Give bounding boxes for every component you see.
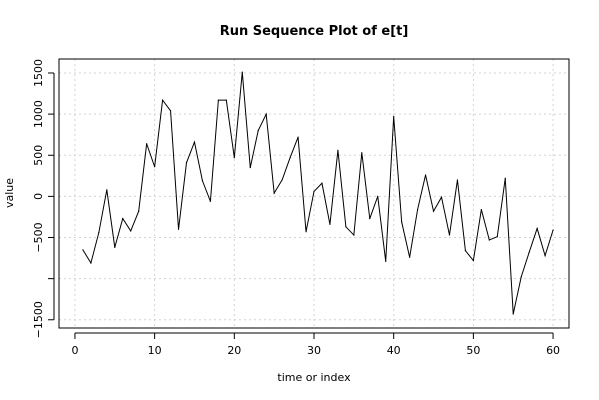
y-tick-label: −500 [32,222,45,252]
data-point [504,177,506,179]
x-tick-label: 30 [307,344,321,357]
data-point [233,157,235,159]
data-point [416,208,419,211]
data-point [154,166,156,168]
data-point [169,110,172,112]
data-point [401,221,403,223]
data-point [273,192,275,194]
data-point [512,313,514,315]
data-point [209,200,212,202]
data-point [106,189,108,191]
data-point [177,228,180,230]
data-point [217,99,219,101]
data-point [249,166,251,169]
y-tick-label: 500 [32,145,45,166]
data-point [385,260,387,262]
data-point [98,231,100,234]
data-point [289,157,291,159]
data-point [361,152,363,154]
data-point [544,255,546,257]
x-axis: 0 10 20 30 40 50 60 [71,332,560,357]
data-point [90,262,92,264]
x-tick-label: 10 [148,344,162,357]
data-point [130,230,132,232]
grid-lines [59,59,569,328]
x-tick-label: 20 [227,344,241,357]
series-layer [82,71,554,315]
y-axis-label: value [3,178,16,208]
data-point [440,196,443,198]
data-point [496,236,498,238]
data-point [488,239,490,241]
x-tick-label: 50 [466,344,480,357]
data-point [377,195,379,197]
data-point [337,149,339,151]
x-tick-label: 60 [546,344,560,357]
data-point [114,246,116,248]
data-point [424,174,427,176]
data-point [313,190,315,193]
data-point [146,143,148,145]
data-point [305,231,307,233]
x-tick-label: 40 [387,344,401,357]
data-point [464,250,467,252]
y-tick-label: 0 [32,193,45,200]
data-point [201,180,204,182]
x-tick-label: 0 [71,344,78,357]
data-point [138,210,140,212]
x-axis-label: time or index [277,371,351,384]
data-point [297,136,299,138]
data-point [480,208,482,211]
series-line [82,72,554,315]
data-point [520,276,522,278]
data-point [552,229,554,231]
data-point [329,223,331,225]
data-point [321,182,323,184]
y-tick-label: 1500 [32,59,45,87]
data-point [472,259,474,262]
data-point [122,217,124,220]
data-point [528,251,530,253]
data-point [369,217,371,220]
data-point [241,71,243,73]
data-point [353,234,355,236]
data-point [193,141,196,143]
data-point [536,227,538,230]
data-point [257,129,259,132]
plot-frame [58,58,570,329]
data-point [432,210,435,212]
y-axis: −1500 −500 0 500 1000 1500 [32,59,55,338]
y-tick-label: −1500 [32,301,45,338]
data-point [409,256,411,258]
data-point [225,99,227,101]
data-point [265,113,267,115]
data-point [456,179,459,181]
data-point [161,99,164,101]
data-point [281,179,283,181]
data-point [185,162,188,164]
data-point [393,115,395,118]
y-tick-label: 1000 [32,100,45,128]
data-point [448,234,451,236]
data-point [82,249,84,251]
chart-title: Run Sequence Plot of e[t] [220,24,409,39]
data-point [345,226,347,228]
